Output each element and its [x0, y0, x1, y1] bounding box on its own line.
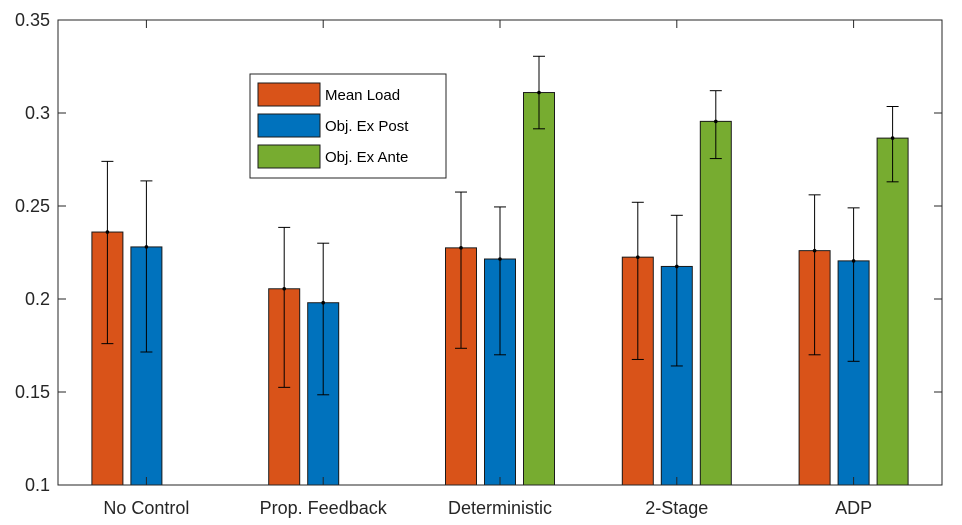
- mean-marker-obj-ex-ante-3: [714, 119, 718, 124]
- y-tick-label: 0.25: [15, 196, 50, 216]
- legend-label-obj-ex-post: Obj. Ex Post: [325, 118, 409, 135]
- y-tick-label: 0.35: [15, 10, 50, 30]
- errorbars-layer: [101, 55, 899, 396]
- legend-swatch-obj-ex-ante: [257, 144, 321, 169]
- mean-marker-obj-ex-post-1: [321, 300, 326, 305]
- mean-marker-obj-ex-post-3: [675, 264, 679, 269]
- y-tick-label: 0.2: [25, 289, 50, 309]
- y-tick-label: 0.15: [15, 382, 50, 402]
- mean-marker-obj-ex-ante-4: [890, 136, 895, 140]
- x-tick-label: 2-Stage: [645, 498, 708, 518]
- legend-label-obj-ex-ante: Obj. Ex Ante: [325, 149, 408, 166]
- mean-marker-mean-load-2: [459, 246, 463, 250]
- ticks-layer: No Control Prop. Feedback Deterministic 2-S…: [15, 10, 942, 518]
- x-tick-label: Deterministic: [448, 498, 552, 518]
- mean-marker-obj-ex-post-4: [851, 259, 856, 263]
- mean-marker-mean-load-4: [812, 248, 817, 253]
- mean-marker-mean-load-1: [282, 286, 287, 291]
- mean-marker-obj-ex-ante-2: [537, 90, 541, 95]
- bar-obj-ex-ante-4: [876, 137, 909, 486]
- bar-obj-ex-ante-3: [699, 120, 732, 486]
- legend-swatch-mean-load: [257, 82, 321, 107]
- x-tick-label: No Control: [103, 498, 189, 518]
- bar-obj-ex-ante-2: [523, 92, 555, 486]
- legend-swatch-obj-ex-post: [257, 113, 321, 138]
- y-tick-label: 0.3: [25, 103, 50, 123]
- legend: Mean Load Obj. Ex Post Obj. Ex Ante: [249, 73, 447, 179]
- legend-label-mean-load: Mean Load: [325, 87, 400, 104]
- y-tick-label: 0.1: [25, 475, 50, 495]
- x-tick-label: ADP: [835, 498, 872, 518]
- mean-marker-mean-load-0: [105, 230, 110, 234]
- mean-marker-obj-ex-post-2: [498, 257, 502, 261]
- x-tick-label: Prop. Feedback: [260, 498, 388, 518]
- mean-marker-mean-load-3: [636, 255, 640, 259]
- mean-marker-obj-ex-post-0: [144, 245, 149, 249]
